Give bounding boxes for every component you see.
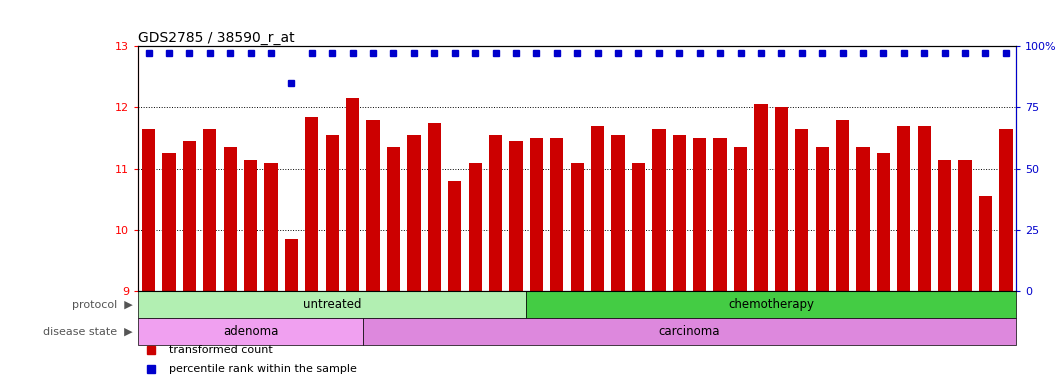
Bar [632, 163, 645, 291]
Bar [734, 147, 747, 291]
Bar [877, 154, 891, 291]
Bar [223, 147, 237, 291]
Bar [714, 138, 727, 291]
Bar [672, 135, 686, 291]
Bar [183, 141, 196, 291]
Bar [489, 135, 502, 291]
Bar [754, 104, 767, 291]
Bar [897, 126, 911, 291]
Text: percentile rank within the sample: percentile rank within the sample [169, 364, 356, 374]
Bar [448, 181, 462, 291]
Bar [285, 239, 298, 291]
Text: carcinoma: carcinoma [659, 325, 720, 338]
Bar [428, 123, 440, 291]
Bar [387, 147, 400, 291]
Bar [836, 120, 849, 291]
Text: GDS2785 / 38590_r_at: GDS2785 / 38590_r_at [138, 31, 295, 45]
Text: transformed count: transformed count [169, 346, 272, 356]
Bar [408, 135, 420, 291]
Bar [938, 160, 951, 291]
Bar [795, 129, 809, 291]
Bar [468, 163, 482, 291]
Bar [264, 163, 278, 291]
Bar [591, 126, 604, 291]
Bar [305, 117, 318, 291]
Bar [570, 163, 584, 291]
Text: disease state  ▶: disease state ▶ [44, 326, 133, 336]
Text: protocol  ▶: protocol ▶ [72, 300, 133, 310]
Bar [138, 291, 527, 318]
Bar [510, 141, 522, 291]
Bar [857, 147, 869, 291]
Bar [527, 291, 1016, 318]
Bar [142, 129, 155, 291]
Bar [999, 129, 1013, 291]
Bar [550, 138, 564, 291]
Text: adenoma: adenoma [223, 325, 279, 338]
Bar [530, 138, 543, 291]
Bar [775, 108, 788, 291]
Bar [959, 160, 971, 291]
Bar [366, 120, 380, 291]
Bar [979, 196, 992, 291]
Bar [346, 98, 360, 291]
Bar [652, 129, 665, 291]
Bar [612, 135, 625, 291]
Bar [917, 126, 931, 291]
Bar [138, 318, 363, 345]
Bar [815, 147, 829, 291]
Text: chemotherapy: chemotherapy [728, 298, 814, 311]
Bar [203, 129, 216, 291]
Text: untreated: untreated [303, 298, 362, 311]
Bar [693, 138, 706, 291]
Bar [244, 160, 257, 291]
Bar [163, 154, 176, 291]
Bar [363, 318, 1016, 345]
Bar [326, 135, 339, 291]
